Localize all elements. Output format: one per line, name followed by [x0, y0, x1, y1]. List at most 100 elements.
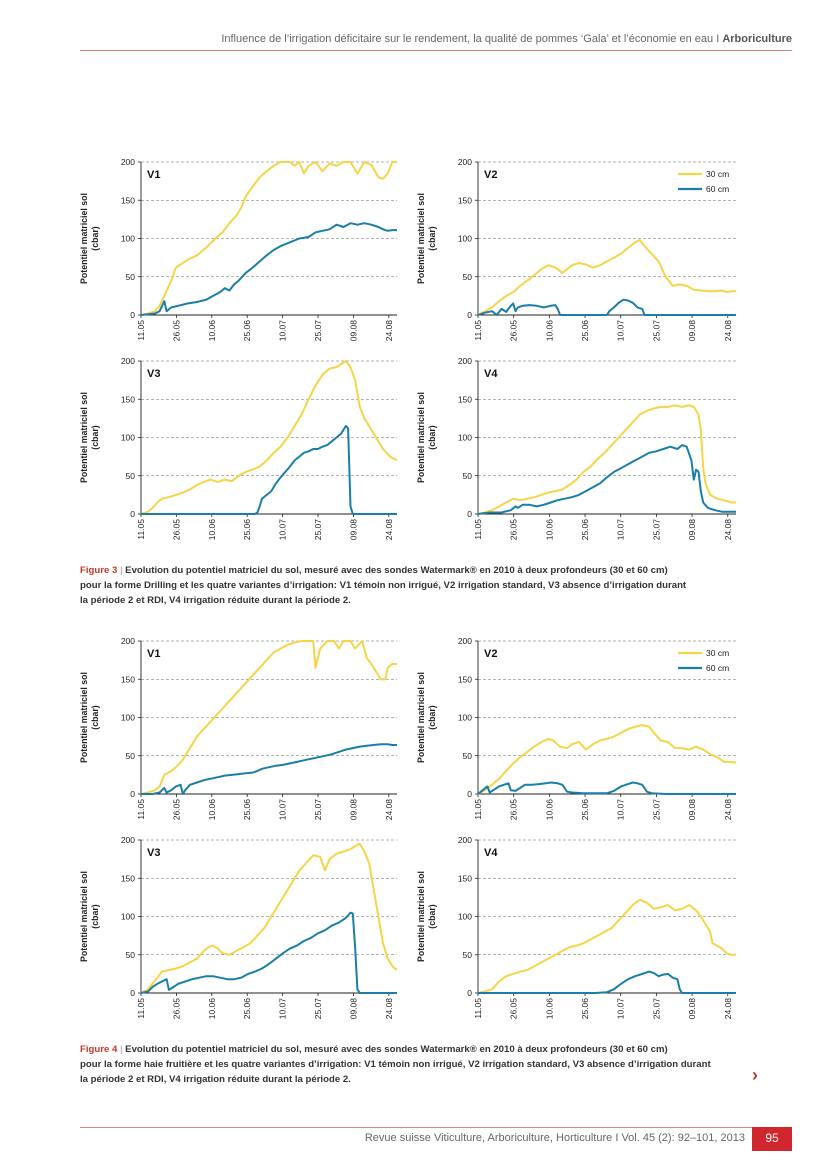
- x-tick-label: 10.06: [544, 519, 554, 541]
- y-axis-unit: (cbar): [427, 904, 437, 929]
- figure4-caption-line1: Evolution du potentiel matriciel du sol,…: [125, 1044, 668, 1055]
- y-tick-label: 0: [467, 789, 472, 799]
- y-tick-label: 150: [458, 195, 472, 205]
- series-line-60cm: [477, 781, 736, 795]
- y-tick-label: 50: [463, 950, 473, 960]
- x-tick-label: 10.06: [544, 799, 554, 821]
- x-tick-label: 10.07: [616, 320, 626, 342]
- y-tick-label: 150: [458, 394, 472, 404]
- figure4-label: Figure 4: [80, 1044, 118, 1055]
- y-axis-title: Potentiel matriciel sol: [79, 193, 89, 284]
- next-page-arrow-icon[interactable]: ›: [752, 1065, 758, 1085]
- x-tick-label: 25.07: [651, 799, 661, 821]
- y-tick-label: 0: [130, 310, 135, 320]
- series-line-60cm: [478, 970, 736, 994]
- x-tick-label: 25.06: [580, 519, 590, 541]
- x-tick-label: 24.08: [723, 998, 733, 1020]
- x-tick-label: 26.05: [171, 519, 181, 541]
- footer-volume: Vol. 45 (2): 92–101, 2013: [621, 1132, 745, 1144]
- y-tick-label: 200: [458, 356, 472, 366]
- x-tick-label: 25.06: [242, 519, 252, 541]
- y-tick-label: 100: [121, 433, 135, 443]
- x-tick-label: 24.08: [723, 320, 733, 342]
- x-tick-label: 11.05: [136, 519, 146, 540]
- y-tick-label: 150: [121, 394, 135, 404]
- x-tick-label: 09.08: [348, 320, 358, 342]
- x-tick-label: 11.05: [473, 519, 483, 540]
- y-tick-label: 150: [458, 873, 472, 883]
- x-tick-label: 26.05: [509, 519, 519, 541]
- y-axis-unit: (cbar): [90, 226, 100, 251]
- y-axis-title: Potentiel matriciel sol: [79, 871, 89, 962]
- x-tick-label: 25.07: [651, 519, 661, 541]
- x-tick-label: 25.06: [242, 320, 252, 342]
- y-tick-label: 200: [121, 835, 135, 845]
- figure3-caption-line2: pour la forme Drilling et les quatre var…: [80, 580, 687, 591]
- panel-label: V1: [147, 648, 160, 660]
- x-tick-label: 26.05: [509, 320, 519, 342]
- running-footer: Revue suisse Viticulture, Arboriculture,…: [365, 1132, 745, 1144]
- y-tick-label: 100: [121, 234, 135, 244]
- y-tick-label: 50: [126, 950, 136, 960]
- x-tick-label: 10.06: [207, 799, 217, 821]
- chart-f3v2: 0 50 100 150 200 11.05 26.05 10.06 25.06 10.07 25.…: [416, 157, 736, 341]
- y-tick-label: 200: [121, 636, 135, 646]
- y-tick-label: 50: [126, 751, 136, 761]
- x-tick-label: 10.06: [207, 998, 217, 1020]
- figure4-caption-line2: pour la forme haie fruitière et les quat…: [80, 1059, 711, 1070]
- x-tick-label: 10.06: [544, 998, 554, 1020]
- x-tick-label: 10.07: [278, 998, 288, 1020]
- x-tick-label: 26.05: [171, 320, 181, 342]
- y-tick-label: 0: [467, 988, 472, 998]
- x-tick-label: 10.06: [207, 519, 217, 541]
- header-separator: I: [716, 33, 720, 45]
- y-axis-title: Potentiel matriciel sol: [416, 392, 426, 483]
- x-tick-label: 25.07: [313, 519, 323, 541]
- y-tick-label: 200: [458, 835, 472, 845]
- y-tick-label: 100: [458, 912, 472, 922]
- panel-label: V2: [484, 648, 497, 660]
- y-tick-label: 150: [121, 674, 135, 684]
- footer-separator: I: [615, 1132, 619, 1144]
- x-tick-label: 10.07: [278, 320, 288, 342]
- series-line-30cm: [477, 239, 736, 316]
- header-rule: [80, 50, 792, 51]
- x-tick-label: 10.07: [616, 799, 626, 821]
- x-tick-label: 09.08: [687, 799, 697, 821]
- y-tick-label: 200: [458, 636, 472, 646]
- x-tick-label: 25.06: [242, 998, 252, 1020]
- y-tick-label: 200: [458, 157, 472, 167]
- series-line-60cm: [477, 444, 736, 515]
- y-tick-label: 0: [467, 509, 472, 519]
- y-tick-label: 200: [121, 157, 135, 167]
- chart-f4v1: 0 50 100 150 200 11.05 26.05 10.06 25.06 10.07 25.…: [79, 636, 397, 820]
- y-axis-title: Potentiel matriciel sol: [416, 871, 426, 962]
- x-tick-label: 09.08: [348, 799, 358, 821]
- caption-separator: |: [120, 1044, 123, 1055]
- page-number: 95: [752, 1127, 792, 1151]
- x-tick-label: 11.05: [473, 998, 483, 1019]
- x-tick-label: 11.05: [136, 799, 146, 820]
- figure3-caption-line1: Evolution du potentiel matriciel du sol,…: [125, 565, 668, 576]
- x-tick-label: 10.07: [616, 519, 626, 541]
- chart-f4v4: 0 50 100 150 200 11.05 26.05 10.06 25.06 10.07 25.…: [416, 835, 736, 1019]
- x-tick-label: 25.06: [580, 998, 590, 1020]
- y-tick-label: 100: [458, 433, 472, 443]
- y-tick-label: 100: [458, 234, 472, 244]
- x-tick-label: 09.08: [687, 519, 697, 541]
- series-line-30cm: [140, 360, 398, 515]
- running-header: Influence de l’irrigation déficitaire su…: [221, 33, 792, 45]
- x-tick-label: 24.08: [723, 519, 733, 541]
- y-axis-title: Potentiel matriciel sol: [416, 193, 426, 284]
- series-line-30cm: [477, 404, 736, 515]
- x-tick-label: 26.05: [509, 998, 519, 1020]
- figure4-caption: Figure 4 | Evolution du potentiel matric…: [80, 1042, 760, 1087]
- y-tick-label: 50: [463, 751, 473, 761]
- y-axis-unit: (cbar): [90, 425, 100, 450]
- y-tick-label: 0: [467, 310, 472, 320]
- series-line-30cm: [477, 898, 736, 994]
- y-tick-label: 0: [130, 509, 135, 519]
- x-tick-label: 25.07: [313, 998, 323, 1020]
- panel-label: V4: [484, 368, 498, 380]
- y-axis-unit: (cbar): [90, 705, 100, 730]
